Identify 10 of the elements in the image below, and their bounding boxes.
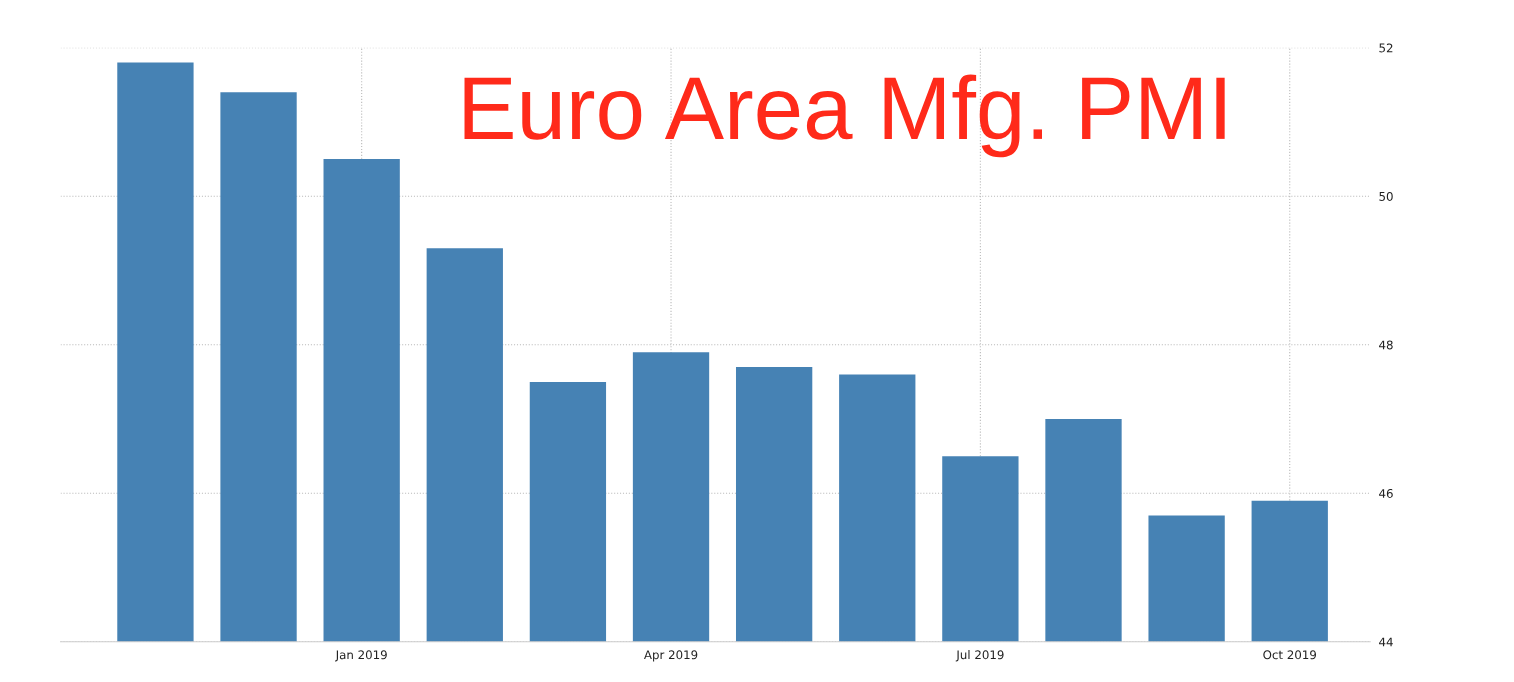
x-tick-label: Jan 2019: [335, 650, 387, 662]
y-tick-label: 52: [1379, 43, 1393, 53]
y-tick-label: 50: [1379, 191, 1393, 201]
x-tick-label: Jul 2019: [955, 650, 1004, 662]
y-tick-label: 46: [1379, 488, 1393, 498]
y-tick-label: 48: [1379, 340, 1393, 350]
y-tick-label: 44: [1379, 637, 1393, 647]
chart-title: Euro Area Mfg. PMI: [464, 74, 1225, 158]
x-tick-label: Oct 2019: [1263, 650, 1317, 660]
x-tick-label: Apr 2019: [644, 650, 698, 662]
